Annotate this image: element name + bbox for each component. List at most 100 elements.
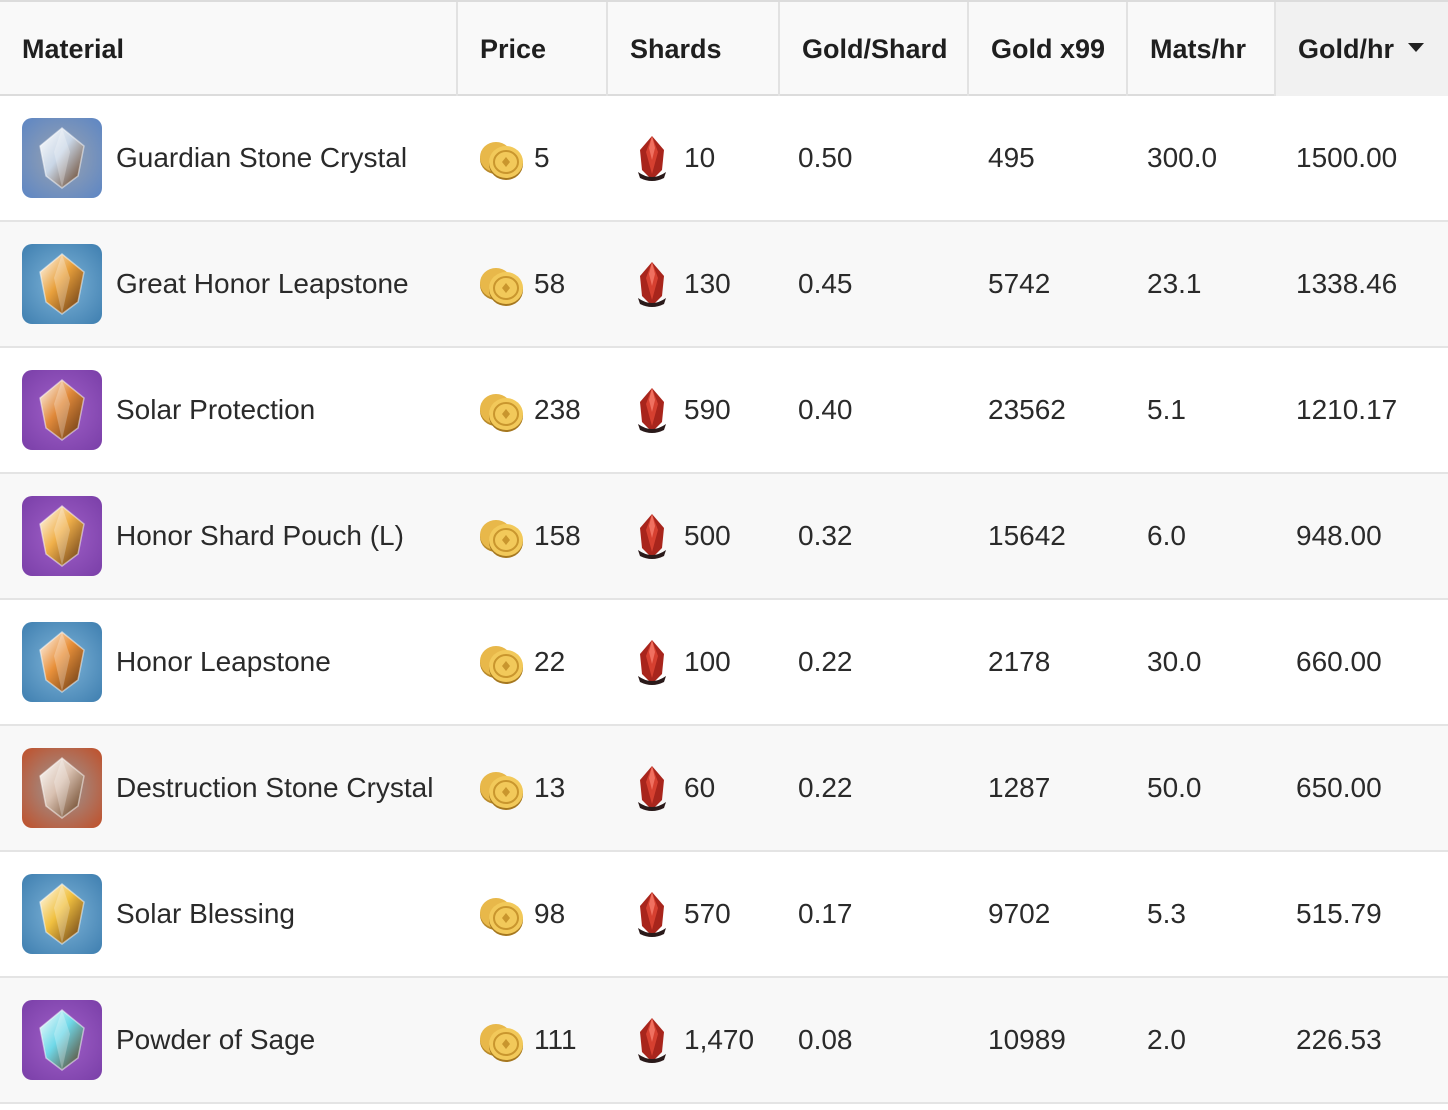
- column-header-mats-per-hr[interactable]: Mats/hr: [1126, 2, 1274, 96]
- column-header-shards[interactable]: Shards: [606, 2, 778, 96]
- cell-gold-x99: 23562: [988, 394, 1066, 425]
- cell-price: 158: [534, 520, 581, 551]
- solar-protection-icon: [22, 370, 102, 450]
- cell-gold-per-hr: 948.00: [1296, 520, 1382, 551]
- cell-gold-x99: 15642: [988, 520, 1066, 551]
- gold-coin-icon: [478, 391, 526, 433]
- column-header-gold-per-shard[interactable]: Gold/Shard: [778, 2, 967, 96]
- cell-gold-per-hr: 1338.46: [1296, 268, 1398, 299]
- column-header-price[interactable]: Price: [456, 2, 606, 96]
- sort-descending-icon[interactable]: [1408, 43, 1424, 53]
- cell-mats-per-hr: 6.0: [1147, 520, 1186, 551]
- cell-mats-per-hr: 300.0: [1147, 142, 1218, 173]
- honor-shard-icon: [632, 260, 672, 310]
- column-header-label: Gold/hr: [1298, 34, 1394, 64]
- table-body: Guardian Stone Crystal 5 10 0.50 495 300.0 150…: [0, 96, 1448, 1104]
- cell-price: 22: [534, 646, 566, 677]
- table-header: Material Price Shards Gold/Shard Gold x9…: [0, 0, 1448, 96]
- cell-gold-per-shard: 0.22: [798, 772, 853, 803]
- cell-gold-x99: 9702: [988, 898, 1051, 929]
- column-header-gold-per-hr[interactable]: Gold/hr: [1274, 2, 1448, 96]
- gold-coin-icon: [478, 769, 526, 811]
- cell-mats-per-hr: 50.0: [1147, 772, 1202, 803]
- material-name: Powder of Sage: [116, 1024, 316, 1055]
- cell-gold-per-shard: 0.40: [798, 394, 853, 425]
- cell-price: 98: [534, 898, 566, 929]
- cell-shards: 1,470: [684, 1024, 755, 1055]
- cell-gold-x99: 10989: [988, 1024, 1066, 1055]
- column-header-material[interactable]: Material: [0, 2, 456, 96]
- cell-gold-per-shard: 0.50: [798, 142, 853, 173]
- cell-gold-per-shard: 0.32: [798, 520, 853, 551]
- column-header-gold-x99[interactable]: Gold x99: [967, 2, 1126, 96]
- cell-mats-per-hr: 5.1: [1147, 394, 1186, 425]
- cell-price: 13: [534, 772, 566, 803]
- column-header-label: Price: [480, 34, 547, 64]
- table-row[interactable]: Honor Shard Pouch (L) 158 500 0.32 15642 6.0 9…: [0, 474, 1448, 600]
- material-name: Destruction Stone Crystal: [116, 772, 434, 803]
- destruction-stone-crystal-icon: [22, 748, 102, 828]
- cell-gold-per-hr: 1500.00: [1296, 142, 1398, 173]
- cell-gold-per-hr: 515.79: [1296, 898, 1382, 929]
- cell-price: 111: [534, 1024, 577, 1055]
- honor-shard-icon: [632, 890, 672, 940]
- cell-gold-per-shard: 0.08: [798, 1024, 853, 1055]
- gold-coin-icon: [478, 139, 526, 181]
- material-name: Honor Leapstone: [116, 646, 331, 677]
- table-row[interactable]: Guardian Stone Crystal 5 10 0.50 495 300.0 150…: [0, 96, 1448, 222]
- table-row[interactable]: Solar Protection 238 590 0.40 23562 5.1 1210.1…: [0, 348, 1448, 474]
- gold-coin-icon: [478, 895, 526, 937]
- cell-shards: 100: [684, 646, 731, 677]
- table-row[interactable]: Honor Leapstone 22 100 0.22 2178 30.0 660.00: [0, 600, 1448, 726]
- material-name: Guardian Stone Crystal: [116, 142, 408, 173]
- honor-shard-pouch-icon: [22, 496, 102, 576]
- table-row[interactable]: Destruction Stone Crystal 13 60 0.22 1287 50.…: [0, 726, 1448, 852]
- great-honor-leapstone-icon: [22, 244, 102, 324]
- cell-shards: 590: [684, 394, 731, 425]
- cell-mats-per-hr: 30.0: [1147, 646, 1202, 677]
- honor-shard-icon: [632, 386, 672, 436]
- material-name: Honor Shard Pouch (L): [116, 520, 404, 551]
- honor-shard-icon: [632, 764, 672, 814]
- cell-gold-x99: 1287: [988, 772, 1051, 803]
- cell-gold-x99: 2178: [988, 646, 1051, 677]
- cell-mats-per-hr: 5.3: [1147, 898, 1186, 929]
- cell-shards: 570: [684, 898, 731, 929]
- cell-gold-per-hr: 650.00: [1296, 772, 1382, 803]
- cell-gold-x99: 5742: [988, 268, 1051, 299]
- column-header-label: Gold/Shard: [802, 34, 948, 64]
- table-row[interactable]: Solar Blessing 98 570 0.17 9702 5.3 515.79: [0, 852, 1448, 978]
- table-row[interactable]: Powder of Sage 111 1,470 0.08 10989 2.0 226.53: [0, 978, 1448, 1104]
- cell-gold-per-hr: 660.00: [1296, 646, 1382, 677]
- cell-shards: 10: [684, 142, 716, 173]
- table-row[interactable]: Great Honor Leapstone 58 130 0.45 5742 23.1 13…: [0, 222, 1448, 348]
- cell-gold-per-shard: 0.22: [798, 646, 853, 677]
- gold-coin-icon: [478, 517, 526, 559]
- column-header-label: Shards: [630, 34, 722, 64]
- material-name: Solar Protection: [116, 394, 316, 425]
- powder-of-sage-icon: [22, 1000, 102, 1080]
- gold-coin-icon: [478, 1021, 526, 1063]
- cell-mats-per-hr: 2.0: [1147, 1024, 1186, 1055]
- cell-mats-per-hr: 23.1: [1147, 268, 1202, 299]
- material-name: Solar Blessing: [116, 898, 295, 929]
- gold-coin-icon: [478, 265, 526, 307]
- honor-shard-icon: [632, 1016, 672, 1066]
- guardian-stone-crystal-icon: [22, 118, 102, 198]
- honor-shard-icon: [632, 638, 672, 688]
- honor-shard-icon: [632, 134, 672, 184]
- cell-shards: 60: [684, 772, 716, 803]
- cell-gold-per-shard: 0.17: [798, 898, 853, 929]
- solar-blessing-icon: [22, 874, 102, 954]
- honor-shard-icon: [632, 512, 672, 562]
- cell-price: 238: [534, 394, 581, 425]
- cell-price: 5: [534, 142, 550, 173]
- cell-gold-per-hr: 1210.17: [1296, 394, 1398, 425]
- cell-gold-x99: 495: [988, 142, 1035, 173]
- honor-leapstone-icon: [22, 622, 102, 702]
- column-header-label: Mats/hr: [1150, 34, 1247, 64]
- cell-shards: 500: [684, 520, 731, 551]
- cell-shards: 130: [684, 268, 731, 299]
- cell-gold-per-shard: 0.45: [798, 268, 853, 299]
